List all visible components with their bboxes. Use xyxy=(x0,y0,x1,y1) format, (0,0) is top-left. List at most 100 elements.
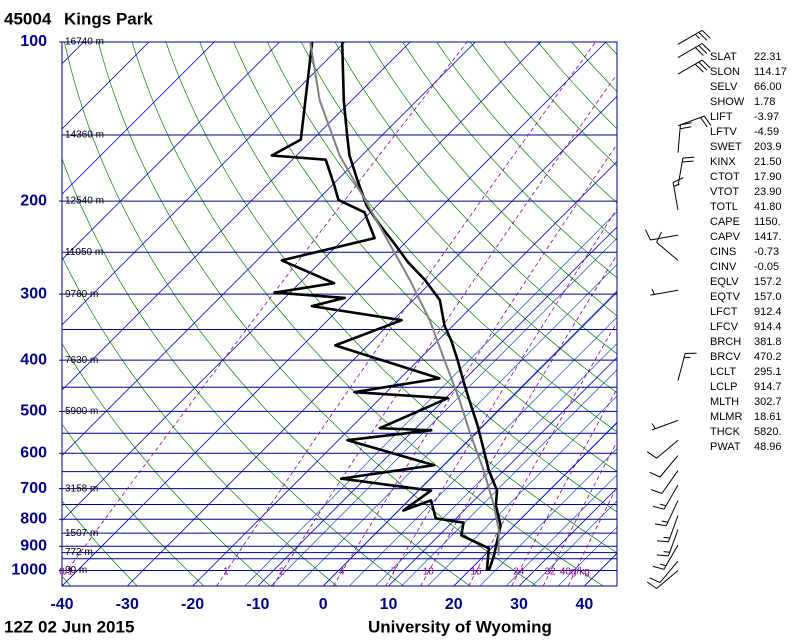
height-label: 90 m xyxy=(65,565,87,576)
mixing-ratio-line xyxy=(216,42,596,586)
mixing-ratio-label: 1 xyxy=(223,567,229,578)
index-name: LFTV xyxy=(710,126,738,138)
index-name: EQLV xyxy=(710,276,739,288)
dry-adiabat xyxy=(62,423,205,586)
mixing-ratio-line xyxy=(62,42,468,579)
index-name: SLAT xyxy=(710,51,737,63)
dry-adiabat xyxy=(267,42,617,433)
height-label: 772 m xyxy=(65,547,93,558)
moist-adiabat xyxy=(427,395,617,586)
time: 12Z 02 Jun 2015 xyxy=(4,617,134,636)
mixing-ratio-label: 16 xyxy=(470,567,482,578)
index-name: KINX xyxy=(710,156,736,168)
index-value: 21.50 xyxy=(754,156,782,168)
height-label: 14360 m xyxy=(65,130,104,141)
mixing-ratio-label: 4 xyxy=(339,567,345,578)
y-tick-label: 900 xyxy=(20,538,47,555)
index-name: CAPE xyxy=(710,216,740,228)
isotherm xyxy=(192,161,617,586)
wind-barb xyxy=(656,529,679,557)
mixing-ratio-line xyxy=(332,143,617,586)
index-value: 203.9 xyxy=(754,141,782,153)
y-tick-label: 500 xyxy=(20,403,47,420)
wind-barb xyxy=(649,560,679,584)
x-tick-label: -30 xyxy=(116,596,139,613)
wind-barb xyxy=(677,29,711,45)
wind-barb xyxy=(672,177,684,211)
height-label: 12540 m xyxy=(65,196,104,207)
index-value: 470.2 xyxy=(754,351,782,363)
index-value: 1150. xyxy=(754,216,781,228)
plot-background xyxy=(62,42,617,586)
index-name: SLON xyxy=(710,66,740,78)
isotherm xyxy=(257,226,617,586)
moist-adiabat xyxy=(349,316,617,586)
x-tick-label: 20 xyxy=(445,596,463,613)
index-value: 41.80 xyxy=(754,201,782,213)
index-value: 66.00 xyxy=(754,81,782,93)
index-value: 295.1 xyxy=(754,366,782,378)
isotherm xyxy=(62,42,607,586)
index-name: CAPV xyxy=(710,231,741,243)
dry-adiabat xyxy=(131,42,604,586)
index-value: 17.90 xyxy=(754,171,782,183)
index-name: LFCT xyxy=(710,306,738,318)
isotherm-extension xyxy=(62,42,215,195)
mixing-ratio-label: 40g/kg xyxy=(560,567,590,578)
x-tick-label: -20 xyxy=(181,596,204,613)
dry-adiabat xyxy=(470,42,617,204)
index-name: SHOW xyxy=(710,96,745,108)
index-value: 22.31 xyxy=(754,51,782,63)
wind-barb xyxy=(677,43,711,58)
height-label: 11050 m xyxy=(65,247,103,258)
index-value: -0.05 xyxy=(754,261,779,273)
index-value: -0.73 xyxy=(754,246,779,258)
isotherm xyxy=(388,356,617,586)
index-name: EQTV xyxy=(710,291,741,303)
index-name: PWAT xyxy=(710,441,741,453)
index-value: 18.61 xyxy=(754,411,782,423)
y-tick-label: 1000 xyxy=(11,562,47,579)
index-value: 157.0 xyxy=(754,291,782,303)
height-label: 9760 m xyxy=(65,289,98,300)
dry-adiabat xyxy=(368,42,617,317)
plot-frame xyxy=(61,41,618,587)
y-tick-label: 700 xyxy=(20,480,47,497)
dry-adiabat xyxy=(62,157,404,586)
x-tick-label: 40 xyxy=(575,596,593,613)
mixing-ratio-line xyxy=(272,73,617,586)
profile-line xyxy=(340,41,502,571)
height-label: 5900 m xyxy=(65,406,98,417)
x-tick-label: 30 xyxy=(510,596,528,613)
isotherm-extension xyxy=(62,42,346,326)
index-value: -4.59 xyxy=(754,126,779,138)
index-name: SELV xyxy=(710,81,738,93)
station-name: Kings Park xyxy=(64,9,153,28)
isotherm-extension xyxy=(62,42,476,456)
isotherm xyxy=(518,487,617,586)
height-label: 7630 m xyxy=(65,355,98,366)
mixing-ratio-line xyxy=(385,208,617,586)
mixing-ratio-label: 0.1 xyxy=(59,567,73,578)
dry-adiabat xyxy=(62,575,71,586)
isotherm-extension xyxy=(62,42,541,522)
dry-adiabat xyxy=(165,42,617,554)
moist-adiabat xyxy=(296,264,617,586)
wind-barb xyxy=(677,122,692,153)
index-name: MLTH xyxy=(710,396,739,408)
source: University of Wyoming xyxy=(368,617,552,636)
index-value: 914.4 xyxy=(754,321,782,333)
mixing-ratio-line xyxy=(542,440,617,586)
mixing-ratio-line xyxy=(420,254,617,586)
wind-barb xyxy=(656,231,679,261)
y-tick-label: 400 xyxy=(20,351,47,368)
mixing-ratio-label: 10 xyxy=(423,567,435,578)
index-value: 5820. xyxy=(754,426,782,438)
wind-barb xyxy=(646,439,679,459)
index-value: 381.8 xyxy=(754,336,782,348)
index-value: 114.17 xyxy=(754,66,787,78)
index-value: 23.90 xyxy=(754,186,782,198)
index-name: LCLP xyxy=(710,381,738,393)
x-tick-label: -40 xyxy=(50,596,73,613)
